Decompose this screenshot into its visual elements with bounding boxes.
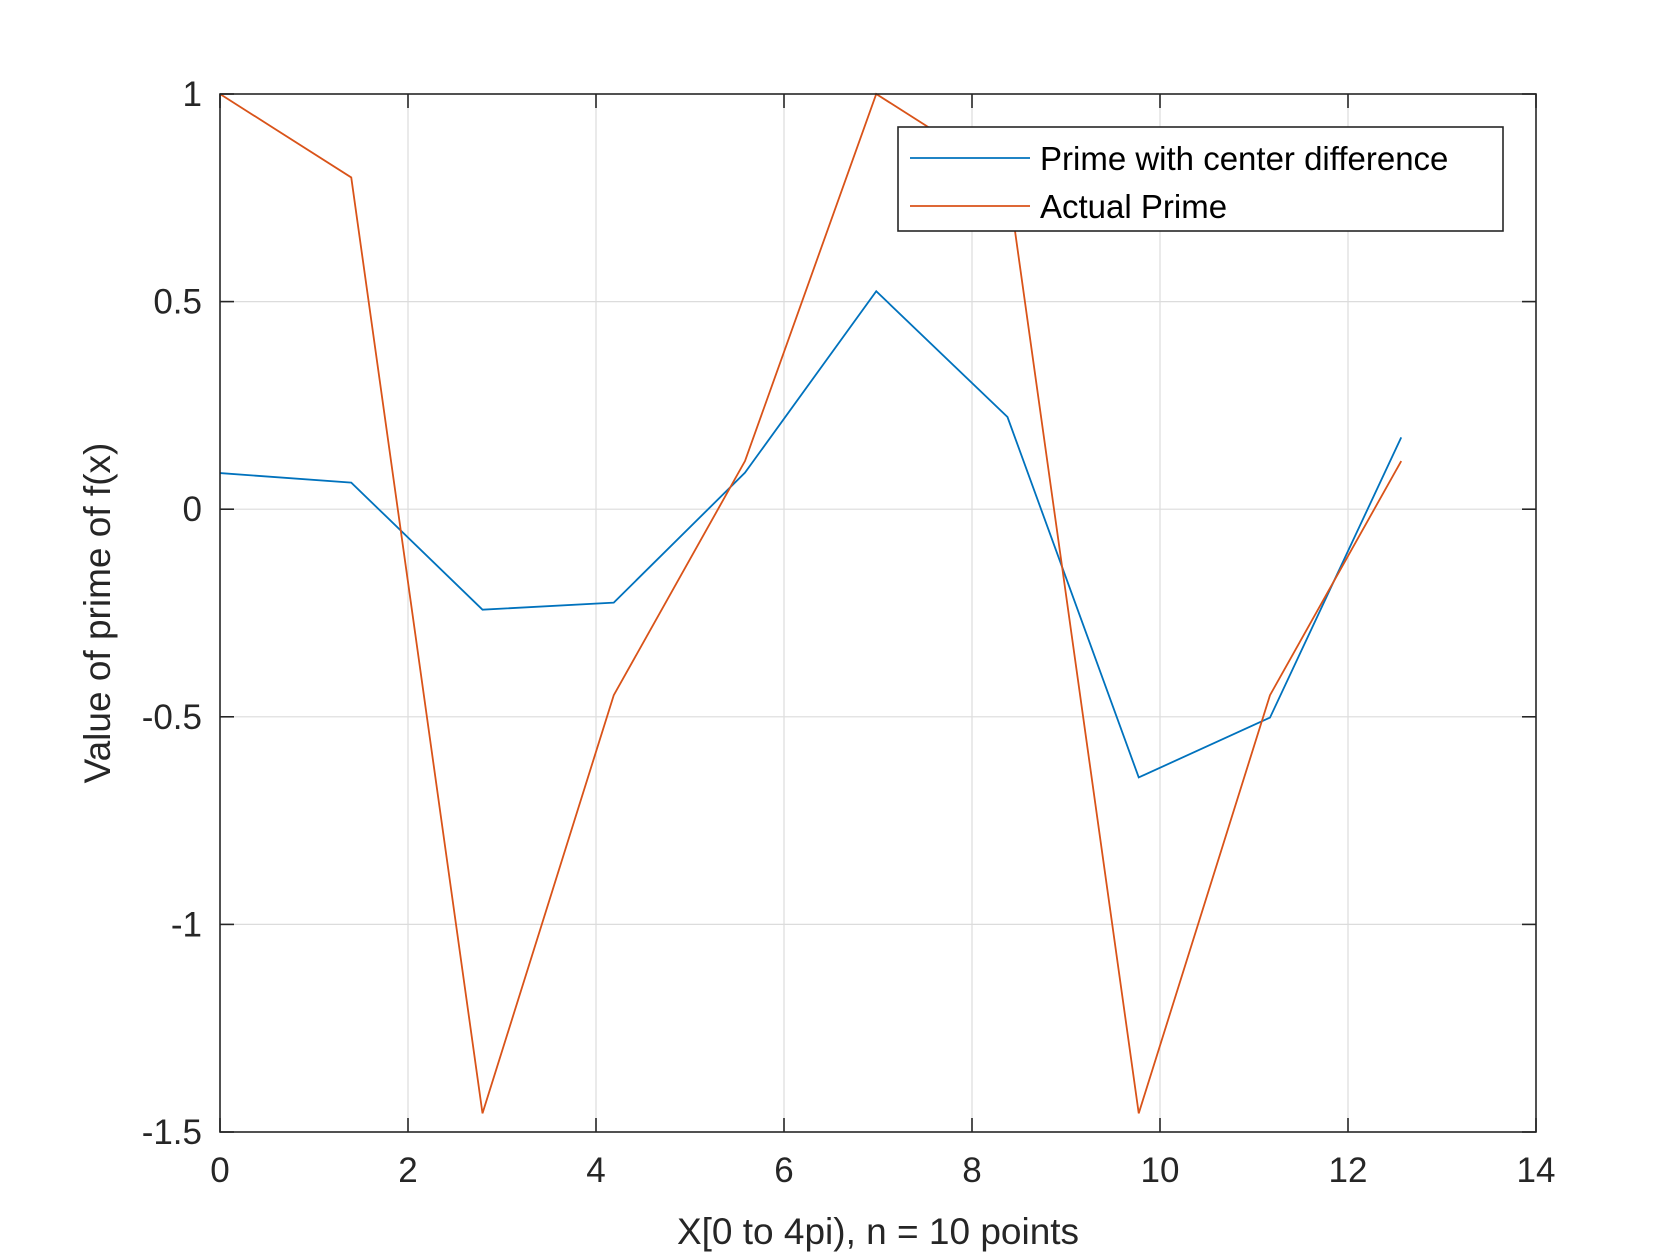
y-tick-label: -1.5 bbox=[142, 1113, 202, 1152]
legend-box bbox=[897, 126, 1504, 232]
axes-frame bbox=[219, 93, 1537, 1133]
x-tick-labels: 0 2 4 6 8 10 12 14 bbox=[210, 1151, 1555, 1190]
x-tick-label: 10 bbox=[1141, 1151, 1180, 1190]
y-tick-labels: -1.5 -1 -0.5 0 0.5 1 bbox=[142, 75, 202, 1152]
x-tick-label: 2 bbox=[398, 1151, 417, 1190]
y-tick-label: -1 bbox=[171, 905, 202, 944]
y-tick-label: 1 bbox=[183, 75, 202, 114]
y-tick-label: -0.5 bbox=[142, 698, 202, 737]
series-lines bbox=[219, 92, 1403, 1114]
legend-label-actual-prime: Actual Prime bbox=[1040, 188, 1227, 225]
x-tick-label: 6 bbox=[774, 1151, 793, 1190]
x-tick-label: 4 bbox=[586, 1151, 605, 1190]
x-axis-label: X[0 to 4pi), n = 10 points bbox=[677, 1211, 1079, 1252]
y-tick-label: 0 bbox=[183, 490, 202, 529]
x-tick-label: 12 bbox=[1329, 1151, 1368, 1190]
axis-ticks bbox=[219, 93, 1537, 1133]
legend: Prime with center difference Actual Prim… bbox=[897, 126, 1504, 232]
legend-label-center-difference: Prime with center difference bbox=[1040, 140, 1448, 177]
y-axis-label: Value of prime of f(x) bbox=[77, 443, 118, 784]
y-tick-label: 0.5 bbox=[153, 283, 202, 322]
x-tick-label: 8 bbox=[962, 1151, 981, 1190]
x-tick-label: 0 bbox=[210, 1151, 229, 1190]
series-line-actual-prime bbox=[219, 92, 1403, 1114]
gridlines bbox=[220, 94, 1536, 1132]
plot-area bbox=[220, 94, 1536, 1132]
x-tick-label: 14 bbox=[1517, 1151, 1556, 1190]
series-line-center-difference bbox=[219, 289, 1403, 779]
